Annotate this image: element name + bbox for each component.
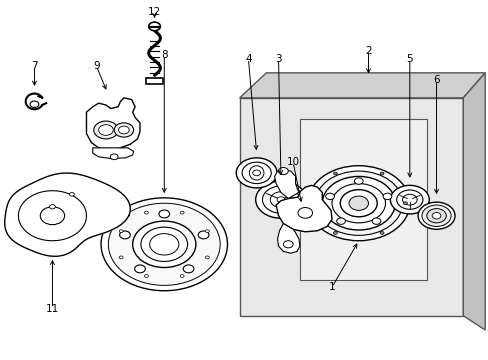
Circle shape bbox=[262, 186, 299, 213]
Text: 7: 7 bbox=[31, 61, 38, 71]
Text: 10: 10 bbox=[286, 157, 299, 167]
Circle shape bbox=[242, 162, 271, 184]
Circle shape bbox=[144, 275, 148, 278]
Circle shape bbox=[277, 197, 285, 203]
Polygon shape bbox=[462, 73, 484, 330]
Circle shape bbox=[340, 190, 376, 217]
Circle shape bbox=[389, 185, 428, 214]
Circle shape bbox=[331, 184, 385, 223]
Polygon shape bbox=[274, 169, 300, 199]
Polygon shape bbox=[86, 98, 140, 150]
Circle shape bbox=[379, 172, 383, 175]
Circle shape bbox=[297, 207, 312, 218]
Circle shape bbox=[403, 202, 407, 204]
Circle shape bbox=[120, 231, 130, 239]
Circle shape bbox=[252, 170, 260, 176]
Text: 11: 11 bbox=[46, 303, 59, 314]
Text: 3: 3 bbox=[275, 54, 281, 64]
Polygon shape bbox=[5, 173, 130, 256]
Polygon shape bbox=[239, 73, 484, 98]
Circle shape bbox=[40, 207, 64, 225]
Circle shape bbox=[348, 196, 368, 210]
Text: 6: 6 bbox=[432, 75, 439, 85]
Circle shape bbox=[108, 203, 220, 285]
Circle shape bbox=[236, 158, 277, 188]
Circle shape bbox=[183, 265, 194, 273]
Polygon shape bbox=[277, 224, 299, 253]
Circle shape bbox=[159, 210, 169, 218]
Polygon shape bbox=[276, 185, 331, 232]
Circle shape bbox=[205, 230, 209, 233]
Circle shape bbox=[134, 265, 145, 273]
Circle shape bbox=[283, 241, 292, 248]
Circle shape bbox=[431, 212, 440, 219]
Circle shape bbox=[149, 234, 179, 255]
Circle shape bbox=[119, 230, 123, 233]
Circle shape bbox=[148, 22, 160, 31]
Circle shape bbox=[69, 193, 74, 196]
Circle shape bbox=[110, 154, 118, 159]
Circle shape bbox=[314, 171, 402, 235]
Circle shape bbox=[379, 231, 383, 234]
Circle shape bbox=[333, 231, 337, 234]
Circle shape bbox=[325, 193, 334, 199]
Circle shape bbox=[30, 101, 39, 108]
Circle shape bbox=[132, 221, 196, 267]
Polygon shape bbox=[93, 148, 133, 158]
Polygon shape bbox=[300, 119, 426, 280]
Circle shape bbox=[354, 178, 363, 184]
Circle shape bbox=[421, 205, 450, 226]
Circle shape bbox=[382, 193, 391, 199]
Circle shape bbox=[198, 231, 208, 239]
Circle shape bbox=[49, 204, 55, 209]
Circle shape bbox=[333, 172, 337, 175]
Text: 1: 1 bbox=[328, 282, 335, 292]
Text: 12: 12 bbox=[148, 7, 161, 17]
Circle shape bbox=[141, 227, 187, 261]
Circle shape bbox=[417, 202, 454, 229]
Ellipse shape bbox=[249, 166, 264, 180]
Circle shape bbox=[396, 190, 422, 209]
Circle shape bbox=[402, 194, 416, 205]
Circle shape bbox=[99, 125, 113, 135]
Circle shape bbox=[101, 198, 227, 291]
Circle shape bbox=[144, 211, 148, 214]
Circle shape bbox=[114, 123, 133, 137]
Circle shape bbox=[180, 211, 183, 214]
Circle shape bbox=[118, 126, 129, 134]
Circle shape bbox=[94, 121, 118, 139]
Circle shape bbox=[371, 218, 380, 224]
Circle shape bbox=[322, 176, 394, 230]
Circle shape bbox=[426, 208, 446, 223]
Circle shape bbox=[180, 275, 183, 278]
Circle shape bbox=[205, 256, 209, 259]
FancyBboxPatch shape bbox=[145, 78, 163, 84]
Circle shape bbox=[270, 192, 291, 207]
Polygon shape bbox=[239, 98, 462, 316]
Circle shape bbox=[307, 166, 409, 241]
Circle shape bbox=[309, 202, 313, 204]
Circle shape bbox=[336, 218, 345, 224]
Text: 2: 2 bbox=[365, 46, 371, 57]
Text: 4: 4 bbox=[244, 54, 251, 64]
Text: 9: 9 bbox=[93, 61, 100, 71]
Text: 8: 8 bbox=[161, 50, 167, 60]
Circle shape bbox=[255, 181, 305, 218]
Text: 5: 5 bbox=[406, 54, 412, 64]
Circle shape bbox=[119, 256, 123, 259]
Circle shape bbox=[278, 167, 287, 175]
